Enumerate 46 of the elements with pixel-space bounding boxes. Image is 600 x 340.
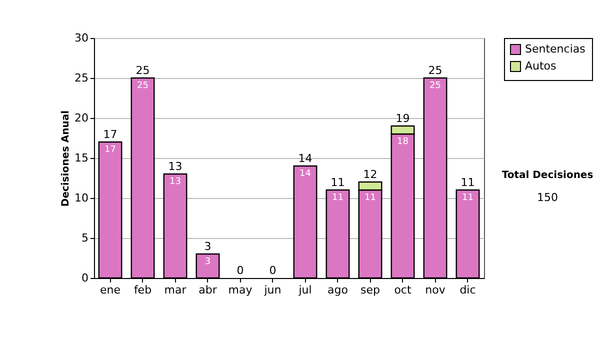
- x-tick-label: sep: [360, 284, 380, 296]
- total-label: 13: [168, 160, 182, 173]
- total-label: 25: [136, 64, 150, 77]
- x-tick-label: mar: [164, 284, 187, 296]
- total-label: 14: [298, 152, 312, 165]
- y-axis-title: Decisiones Anual: [60, 110, 72, 207]
- y-tick-label: 10: [74, 192, 88, 204]
- total-label: 0: [236, 264, 244, 277]
- total-label: 3: [204, 240, 212, 253]
- y-tick-label: 0: [82, 272, 88, 284]
- data-label: 13: [170, 177, 181, 187]
- y-tick-label: 20: [74, 112, 88, 124]
- x-tick-label: feb: [134, 284, 152, 296]
- y-tick-label: 5: [82, 232, 88, 244]
- legend-label: Sentencias: [525, 42, 586, 56]
- x-tick-label: ago: [328, 284, 348, 296]
- x-tick-label: may: [228, 284, 253, 296]
- total-label: 11: [330, 176, 345, 189]
- y-tick-label: 30: [74, 32, 88, 44]
- x-tick-label: jul: [298, 284, 312, 296]
- data-label: 14: [300, 169, 312, 179]
- data-label: 11: [462, 193, 474, 203]
- data-label: 3: [204, 257, 211, 267]
- total-label: 12: [363, 168, 378, 181]
- data-label: 25: [137, 81, 148, 91]
- x-tick-label: oct: [394, 284, 412, 296]
- text: 150: [536, 191, 559, 204]
- x-tick-label: nov: [425, 284, 446, 296]
- total-label: 19: [396, 112, 410, 125]
- x-tick-label: abr: [198, 284, 218, 296]
- x-tick-label: jun: [263, 284, 282, 296]
- total-label: 25: [428, 64, 442, 77]
- y-tick-label: 25: [74, 72, 88, 84]
- total-label: 0: [269, 264, 276, 277]
- total-label: 17: [103, 128, 118, 141]
- data-label: 18: [397, 137, 409, 147]
- total-label: 11: [460, 176, 475, 189]
- data-label: 17: [104, 145, 116, 155]
- x-tick-label: ene: [100, 284, 121, 296]
- y-tick-label: 15: [74, 152, 88, 164]
- x-tick-label: dic: [460, 284, 476, 296]
- text: Total Decisiones: [500, 170, 594, 181]
- data-label: 11: [332, 193, 344, 203]
- legend-label: Autos: [525, 60, 557, 72]
- data-label: 11: [364, 193, 376, 203]
- data-label: 25: [430, 81, 441, 91]
